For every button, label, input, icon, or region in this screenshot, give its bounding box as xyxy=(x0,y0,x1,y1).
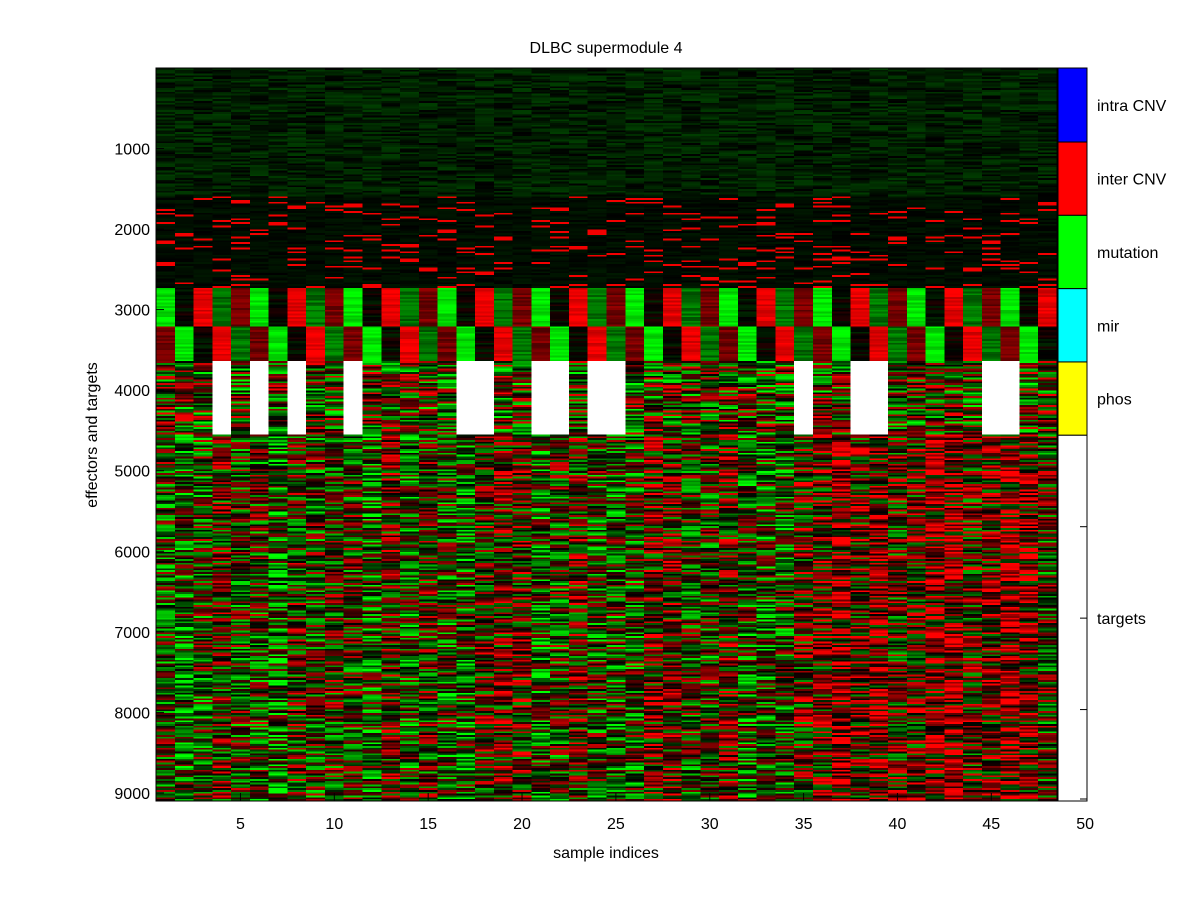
x-tick-label: 30 xyxy=(701,816,719,833)
x-tick-label: 35 xyxy=(795,816,813,833)
y-tick-label: 6000 xyxy=(114,544,150,561)
x-axis-ticks: 5 10 15 20 25 30 35 40 45 50 xyxy=(236,793,1094,833)
x-tick-label: 15 xyxy=(419,816,437,833)
y-tick-label: 4000 xyxy=(114,383,150,400)
y-tick-label: 5000 xyxy=(114,464,150,481)
category-label: inter CNV xyxy=(1097,172,1167,189)
category-label: targets xyxy=(1097,611,1146,628)
category-colorbar: intra CNV inter CNV mutation mir phos targets xyxy=(1057,67,1167,802)
y-tick-label: 3000 xyxy=(114,303,150,320)
x-tick-label: 25 xyxy=(607,816,625,833)
x-tick-label: 20 xyxy=(513,816,531,833)
y-tick-label: 8000 xyxy=(114,705,150,722)
x-tick-label: 10 xyxy=(325,816,343,833)
y-tick-label: 7000 xyxy=(114,625,150,642)
x-tick-label: 50 xyxy=(1076,816,1094,833)
x-tick-label: 40 xyxy=(889,816,907,833)
y-axis-ticks: 1000 2000 3000 4000 5000 6000 7000 8000 9000 xyxy=(114,141,164,803)
y-tick-label: 2000 xyxy=(114,222,150,239)
x-tick-label: 45 xyxy=(982,816,1000,833)
category-swatch xyxy=(1057,67,1088,143)
x-axis-label: sample indices xyxy=(553,845,659,862)
x-tick-label: 5 xyxy=(236,816,245,833)
y-axis-label: effectors and targets xyxy=(84,362,101,508)
category-swatch xyxy=(1057,214,1088,290)
category-label: phos xyxy=(1097,392,1132,409)
category-label: mir xyxy=(1097,318,1120,335)
plot-frame xyxy=(155,67,1058,802)
category-label: intra CNV xyxy=(1097,98,1167,115)
y-tick-label: 9000 xyxy=(114,786,150,803)
heatmap-cells xyxy=(156,68,1057,801)
category-swatch xyxy=(1057,288,1088,363)
category-swatch xyxy=(1057,361,1088,436)
chart-title: DLBC supermodule 4 xyxy=(530,40,683,57)
category-label: mutation xyxy=(1097,245,1158,262)
y-tick-label: 1000 xyxy=(114,141,150,158)
category-swatch xyxy=(1057,141,1088,216)
